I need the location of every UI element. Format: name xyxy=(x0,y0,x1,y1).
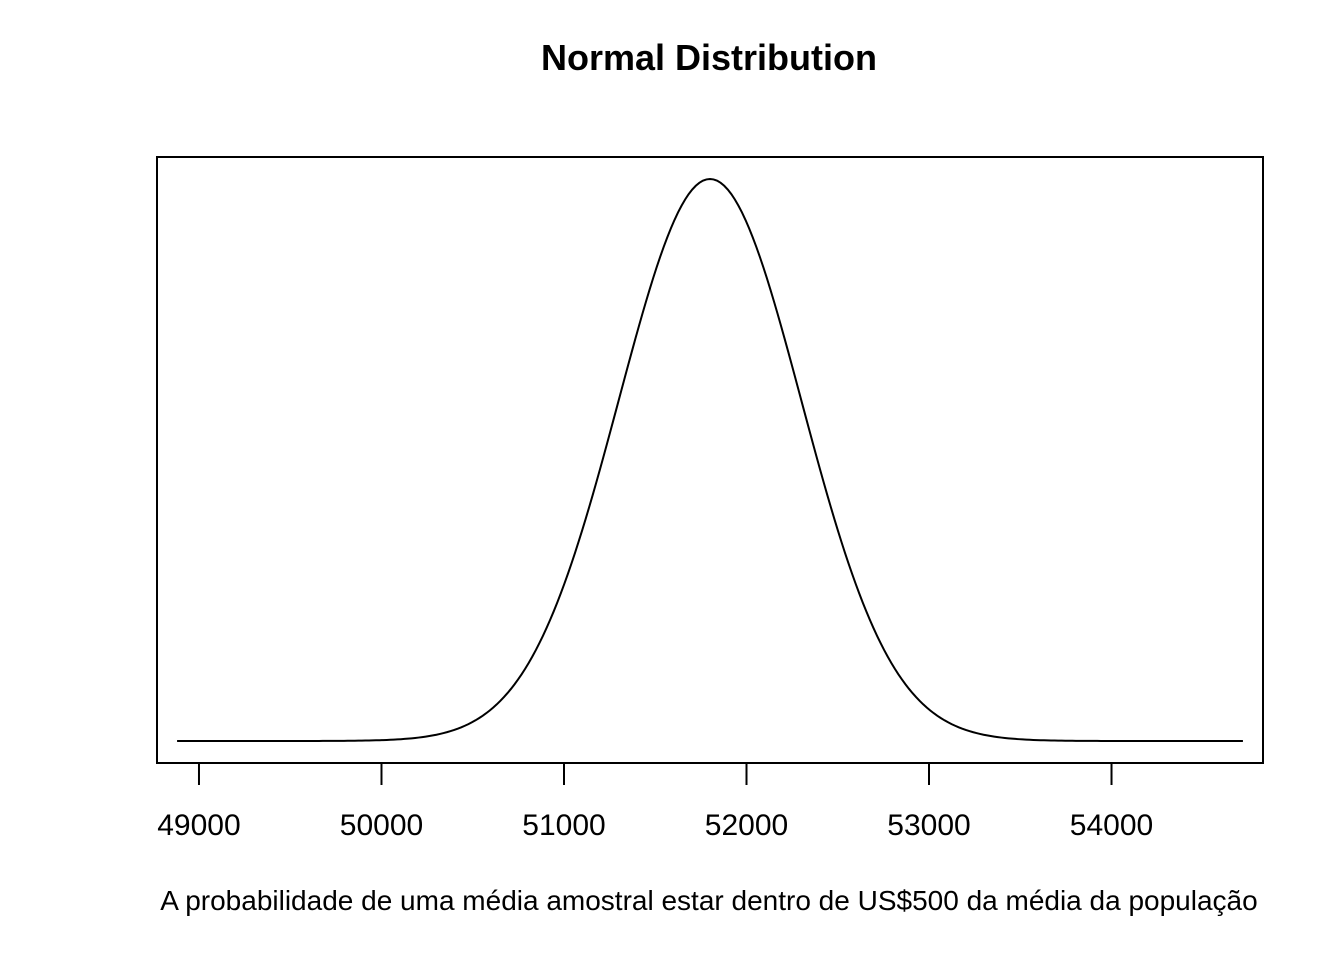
x-tick-label: 49000 xyxy=(157,809,240,842)
density-curve-layer xyxy=(177,177,1243,742)
x-axis-label: A probabilidade de uma média amostral es… xyxy=(160,885,1257,916)
x-tick-label: 54000 xyxy=(1070,809,1153,842)
x-tick-label: 53000 xyxy=(887,809,970,842)
plot-area-frame xyxy=(156,156,1264,764)
normal-density-curve xyxy=(177,177,1243,742)
chart-title: Normal Distribution xyxy=(541,37,877,78)
x-tick-label: 51000 xyxy=(522,809,605,842)
x-axis: 49000 50000 51000 52000 53000 54000 xyxy=(157,762,1153,842)
x-tick-label: 52000 xyxy=(705,809,788,842)
x-tick-label: 50000 xyxy=(340,809,423,842)
